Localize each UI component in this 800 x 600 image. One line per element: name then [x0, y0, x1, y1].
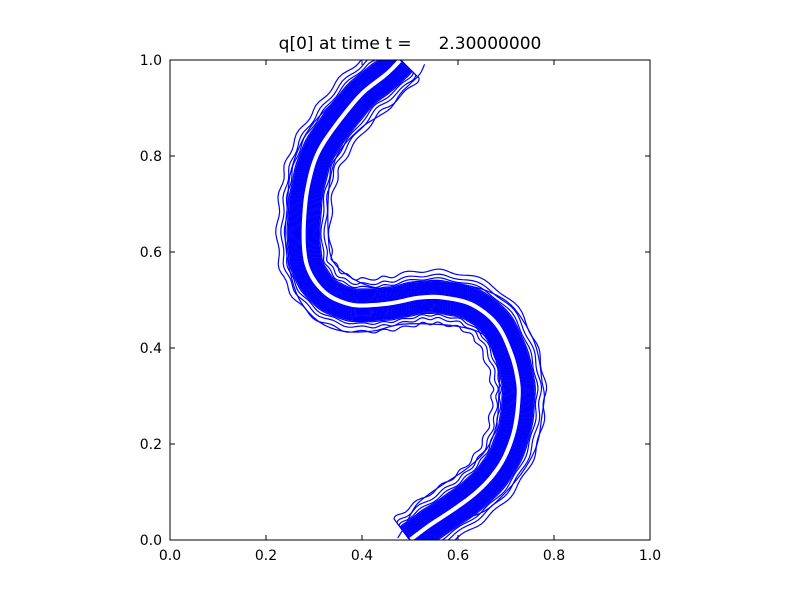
plot-area — [169, 59, 651, 541]
x-tick-label: 0.2 — [255, 548, 277, 564]
y-tick-label: 0.0 — [140, 533, 162, 549]
axis-ticks — [169, 59, 651, 541]
plot-frame — [169, 59, 651, 541]
y-tick-label: 1.0 — [140, 53, 162, 69]
y-axis-tick-labels: 0.0 0.2 0.4 0.6 0.8 1.0 — [140, 53, 162, 549]
y-tick-label: 0.2 — [140, 437, 162, 453]
x-tick-label: 0.0 — [159, 548, 181, 564]
x-axis-tick-labels: 0.0 0.2 0.4 0.6 0.8 1.0 — [159, 548, 661, 564]
x-tick-label: 0.4 — [351, 548, 373, 564]
contour-lines — [275, 60, 548, 540]
outer-contour-right-side — [327, 64, 545, 539]
x-tick-label: 0.8 — [543, 548, 565, 564]
chart-title: q[0] at time t = 2.30000000 — [279, 34, 542, 54]
x-tick-label: 0.6 — [447, 548, 469, 564]
outer-contour-left-side — [284, 64, 500, 539]
y-tick-label: 0.6 — [140, 245, 162, 261]
y-tick-label: 0.4 — [140, 341, 162, 357]
y-tick-label: 0.8 — [140, 149, 162, 165]
x-tick-label: 1.0 — [639, 548, 661, 564]
